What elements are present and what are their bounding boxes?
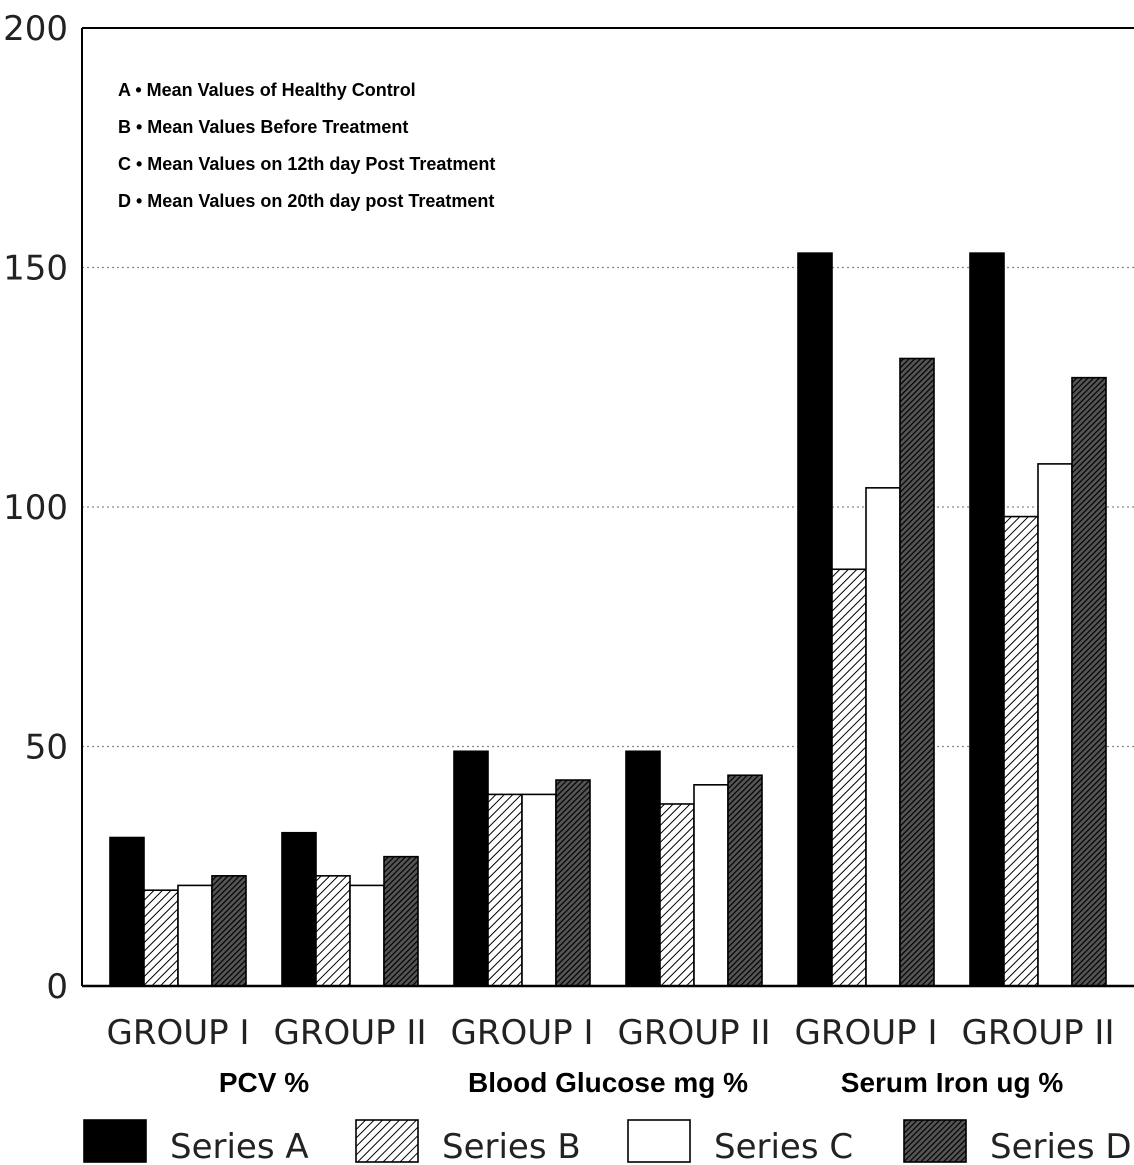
bar-series-a-cat-3 bbox=[625, 750, 661, 987]
y-tick-labels: 0 50 100 150 200 bbox=[3, 9, 68, 1007]
legend-label-d: Series D bbox=[990, 1127, 1132, 1165]
bar-series-c-cat-2 bbox=[521, 793, 557, 987]
bars bbox=[109, 252, 1107, 987]
bar-series-d-cat-2 bbox=[555, 779, 591, 987]
note-line-0: A • Mean Values of Healthy Control bbox=[118, 80, 416, 100]
axes bbox=[81, 27, 1134, 988]
y-tick-label-0: 0 bbox=[46, 967, 68, 1007]
bar-series-b-cat-4 bbox=[831, 568, 867, 987]
category-label-2: GROUP I bbox=[451, 1013, 594, 1053]
legend-swatch-d bbox=[903, 1119, 967, 1163]
bar-series-a-cat-4 bbox=[797, 252, 833, 987]
bar-series-d-cat-1 bbox=[383, 855, 419, 987]
legend: Series A Series B Series C Series D bbox=[83, 1119, 1132, 1165]
category-label-0: GROUP I bbox=[107, 1013, 250, 1053]
category-labels: GROUP I GROUP II GROUP I GROUP II GROUP I GRO… bbox=[107, 1013, 1115, 1053]
bar-series-c-cat-0 bbox=[177, 884, 213, 987]
legend-label-c: Series C bbox=[714, 1127, 853, 1165]
group-label-0: PCV % bbox=[219, 1067, 309, 1098]
category-label-5: GROUP II bbox=[962, 1013, 1115, 1053]
bar-series-d-cat-4 bbox=[899, 357, 935, 987]
legend-swatch-c bbox=[627, 1119, 691, 1163]
bar-series-a-cat-0 bbox=[109, 836, 145, 987]
y-tick-label-4: 200 bbox=[3, 9, 68, 49]
note-line-3: D • Mean Values on 20th day post Treatme… bbox=[118, 191, 494, 211]
legend-swatch-a bbox=[83, 1119, 147, 1163]
bar-series-b-cat-2 bbox=[487, 793, 523, 987]
bar-series-d-cat-5 bbox=[1071, 376, 1107, 987]
bar-series-d-cat-0 bbox=[211, 875, 247, 987]
bar-series-c-cat-3 bbox=[693, 784, 729, 987]
bar-series-a-cat-1 bbox=[281, 831, 317, 987]
bar-series-b-cat-1 bbox=[315, 875, 351, 987]
bar-series-a-cat-5 bbox=[969, 252, 1005, 987]
group-labels: PCV % Blood Glucose mg % Serum Iron ug % bbox=[219, 1067, 1063, 1098]
bar-series-c-cat-1 bbox=[349, 884, 385, 987]
y-tick-label-1: 50 bbox=[25, 728, 68, 768]
group-label-2: Serum Iron ug % bbox=[841, 1067, 1064, 1098]
bar-series-c-cat-5 bbox=[1037, 463, 1073, 987]
bar-series-b-cat-0 bbox=[143, 889, 179, 987]
note-line-1: B • Mean Values Before Treatment bbox=[118, 117, 408, 137]
bar-series-d-cat-3 bbox=[727, 774, 763, 987]
category-label-1: GROUP II bbox=[274, 1013, 427, 1053]
category-label-3: GROUP II bbox=[618, 1013, 771, 1053]
legend-swatch-b bbox=[355, 1119, 419, 1163]
legend-label-b: Series B bbox=[442, 1127, 581, 1165]
y-tick-label-2: 100 bbox=[3, 488, 68, 528]
bar-series-b-cat-5 bbox=[1003, 515, 1039, 987]
bar-series-b-cat-3 bbox=[659, 803, 695, 987]
category-label-4: GROUP I bbox=[795, 1013, 938, 1053]
note-line-2: C • Mean Values on 12th day Post Treatme… bbox=[118, 154, 495, 174]
y-tick-label-3: 150 bbox=[3, 249, 68, 289]
group-label-1: Blood Glucose mg % bbox=[468, 1067, 748, 1098]
legend-label-a: Series A bbox=[170, 1127, 309, 1165]
annotation-notes: A • Mean Values of Healthy Control B • Me… bbox=[118, 80, 495, 211]
grid-lines bbox=[82, 266, 1134, 748]
bar-series-c-cat-4 bbox=[865, 487, 901, 987]
bar-series-a-cat-2 bbox=[453, 750, 489, 987]
